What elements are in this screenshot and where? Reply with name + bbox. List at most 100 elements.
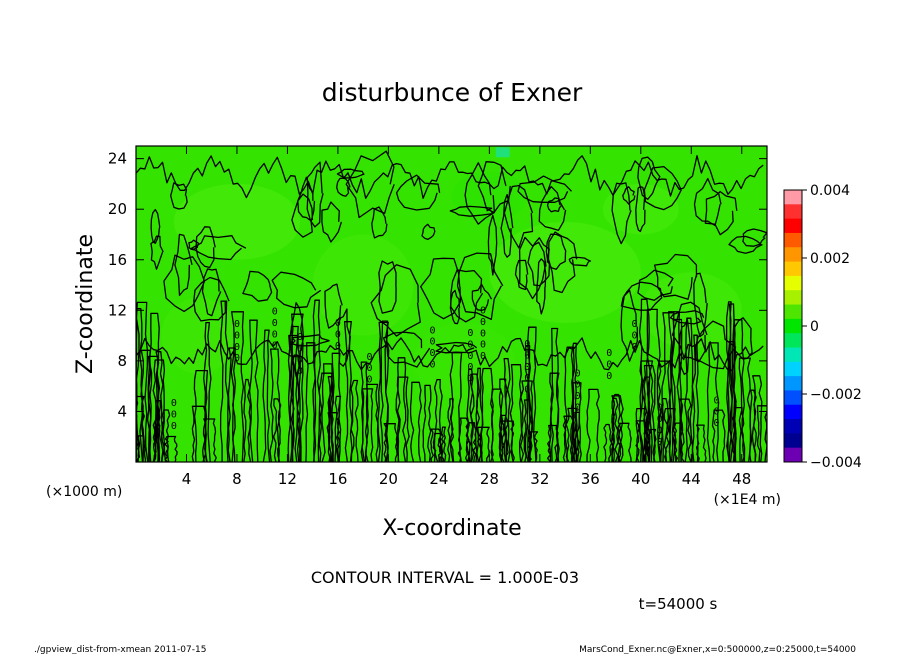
colorbar-tick-label: 0 (810, 319, 819, 335)
contour-streak (546, 424, 559, 462)
contour-label: 0 (366, 352, 372, 363)
colorbar-tick-label: −0.004 (810, 455, 862, 471)
contour-label: 0 (366, 375, 372, 386)
field-patch (495, 147, 510, 158)
contour-blob (568, 256, 592, 267)
contour-streak (474, 367, 484, 462)
contour-streak (409, 381, 422, 462)
contour-blob (306, 161, 324, 228)
contour-blob (732, 317, 753, 360)
plot-frame (135, 145, 768, 463)
contour-streak (152, 400, 161, 462)
contour-blob (517, 175, 572, 203)
footer-left: ./gpview_dist-from-xmean 2011-07-15 (34, 645, 206, 654)
contour-label: 0 (714, 395, 720, 406)
contour-label: 0 (234, 342, 240, 353)
chart-title: disturbunce of Exner (322, 78, 583, 107)
x-unit-right: (×1E4 m) (714, 492, 781, 508)
contour-blob (637, 156, 661, 201)
contour-streak (756, 405, 767, 462)
contour-streak (430, 428, 442, 462)
contour-blob (382, 331, 431, 368)
contour-label: 0 (171, 421, 177, 432)
x-tick-label: 36 (581, 470, 600, 488)
contour-blob (193, 276, 230, 322)
contour-label: 0 (480, 306, 486, 317)
contour-label: 0 (335, 330, 341, 341)
colorbar-segment (784, 433, 802, 449)
contour-blob (693, 177, 722, 227)
colorbar-segment (784, 447, 802, 463)
y-axis-label: Z-coordinate (73, 234, 98, 374)
contour-label: 0 (467, 374, 473, 385)
contour-blob (742, 228, 767, 247)
contour-label: 0 (524, 385, 530, 396)
contour-blob (242, 270, 273, 302)
contour-blob (456, 252, 504, 321)
contour-streak (527, 326, 537, 462)
contour-label: 0 (467, 351, 473, 362)
contour-label: 0 (657, 437, 663, 448)
contour-label: 0 (606, 359, 612, 370)
contour-blob (545, 233, 567, 270)
contour-blob (291, 334, 330, 347)
contour-blob (337, 308, 352, 367)
contour-blob (536, 258, 547, 315)
contour-blob (518, 236, 547, 300)
footer-right: MarsCond_Exner.nc@Exner,x=0:500000,z=0:2… (579, 645, 856, 654)
contour-label: 0 (524, 339, 530, 350)
contour-streak (725, 301, 734, 462)
colorbar (783, 189, 803, 463)
field-patch (173, 183, 301, 260)
contour-streak (438, 426, 447, 462)
contour-streak (248, 319, 259, 462)
contour-blob (611, 182, 632, 245)
contour-streak (457, 417, 471, 462)
contour-blob (622, 186, 636, 205)
contour-streak (377, 321, 390, 462)
x-tick-label: 4 (182, 470, 192, 488)
contour-blob (704, 190, 738, 236)
contour-blob (487, 214, 498, 276)
contour-blob (420, 257, 462, 320)
contour-blob (289, 302, 305, 377)
field-patch (312, 234, 414, 336)
x-tick-label: 48 (732, 470, 751, 488)
x-tick-label: 8 (232, 470, 242, 488)
contour-streak (227, 347, 236, 462)
contour-label: 0 (657, 414, 663, 425)
contour-label: 0 (297, 343, 303, 354)
contour-streak (164, 435, 178, 462)
contour-label: 0 (714, 418, 720, 429)
contour-label: 0 (606, 371, 612, 382)
contour-streak (289, 325, 299, 462)
contour-blob (449, 289, 461, 325)
colorbar-segment (784, 304, 802, 320)
contour-streak (586, 388, 600, 462)
contour-streak (638, 298, 650, 462)
colorbar-segment (784, 275, 802, 291)
contour-streak (751, 375, 763, 462)
contour-streak (447, 398, 455, 462)
contour-streak (477, 426, 490, 462)
contour-streak (691, 334, 699, 462)
contour-blob (174, 233, 193, 297)
colorbar-segment (784, 419, 802, 434)
contour-blob (345, 150, 395, 219)
contour-streak (365, 383, 379, 462)
contour-streak (550, 327, 560, 462)
colorbar-tick-label: −0.002 (810, 387, 862, 403)
contour-label: 0 (335, 341, 341, 352)
colorbar-tick-label: 0.002 (810, 251, 850, 267)
contour-label: 0 (480, 351, 486, 362)
contour-label: 0 (272, 329, 278, 340)
contour-blob (201, 268, 222, 317)
x-tick-label: 24 (429, 470, 448, 488)
contour-blob (336, 177, 351, 197)
contour-streak (312, 299, 321, 462)
contour-streak (611, 393, 622, 462)
contour-label: 0 (366, 363, 372, 374)
field-patches (161, 147, 742, 399)
contour-blob (291, 193, 314, 238)
